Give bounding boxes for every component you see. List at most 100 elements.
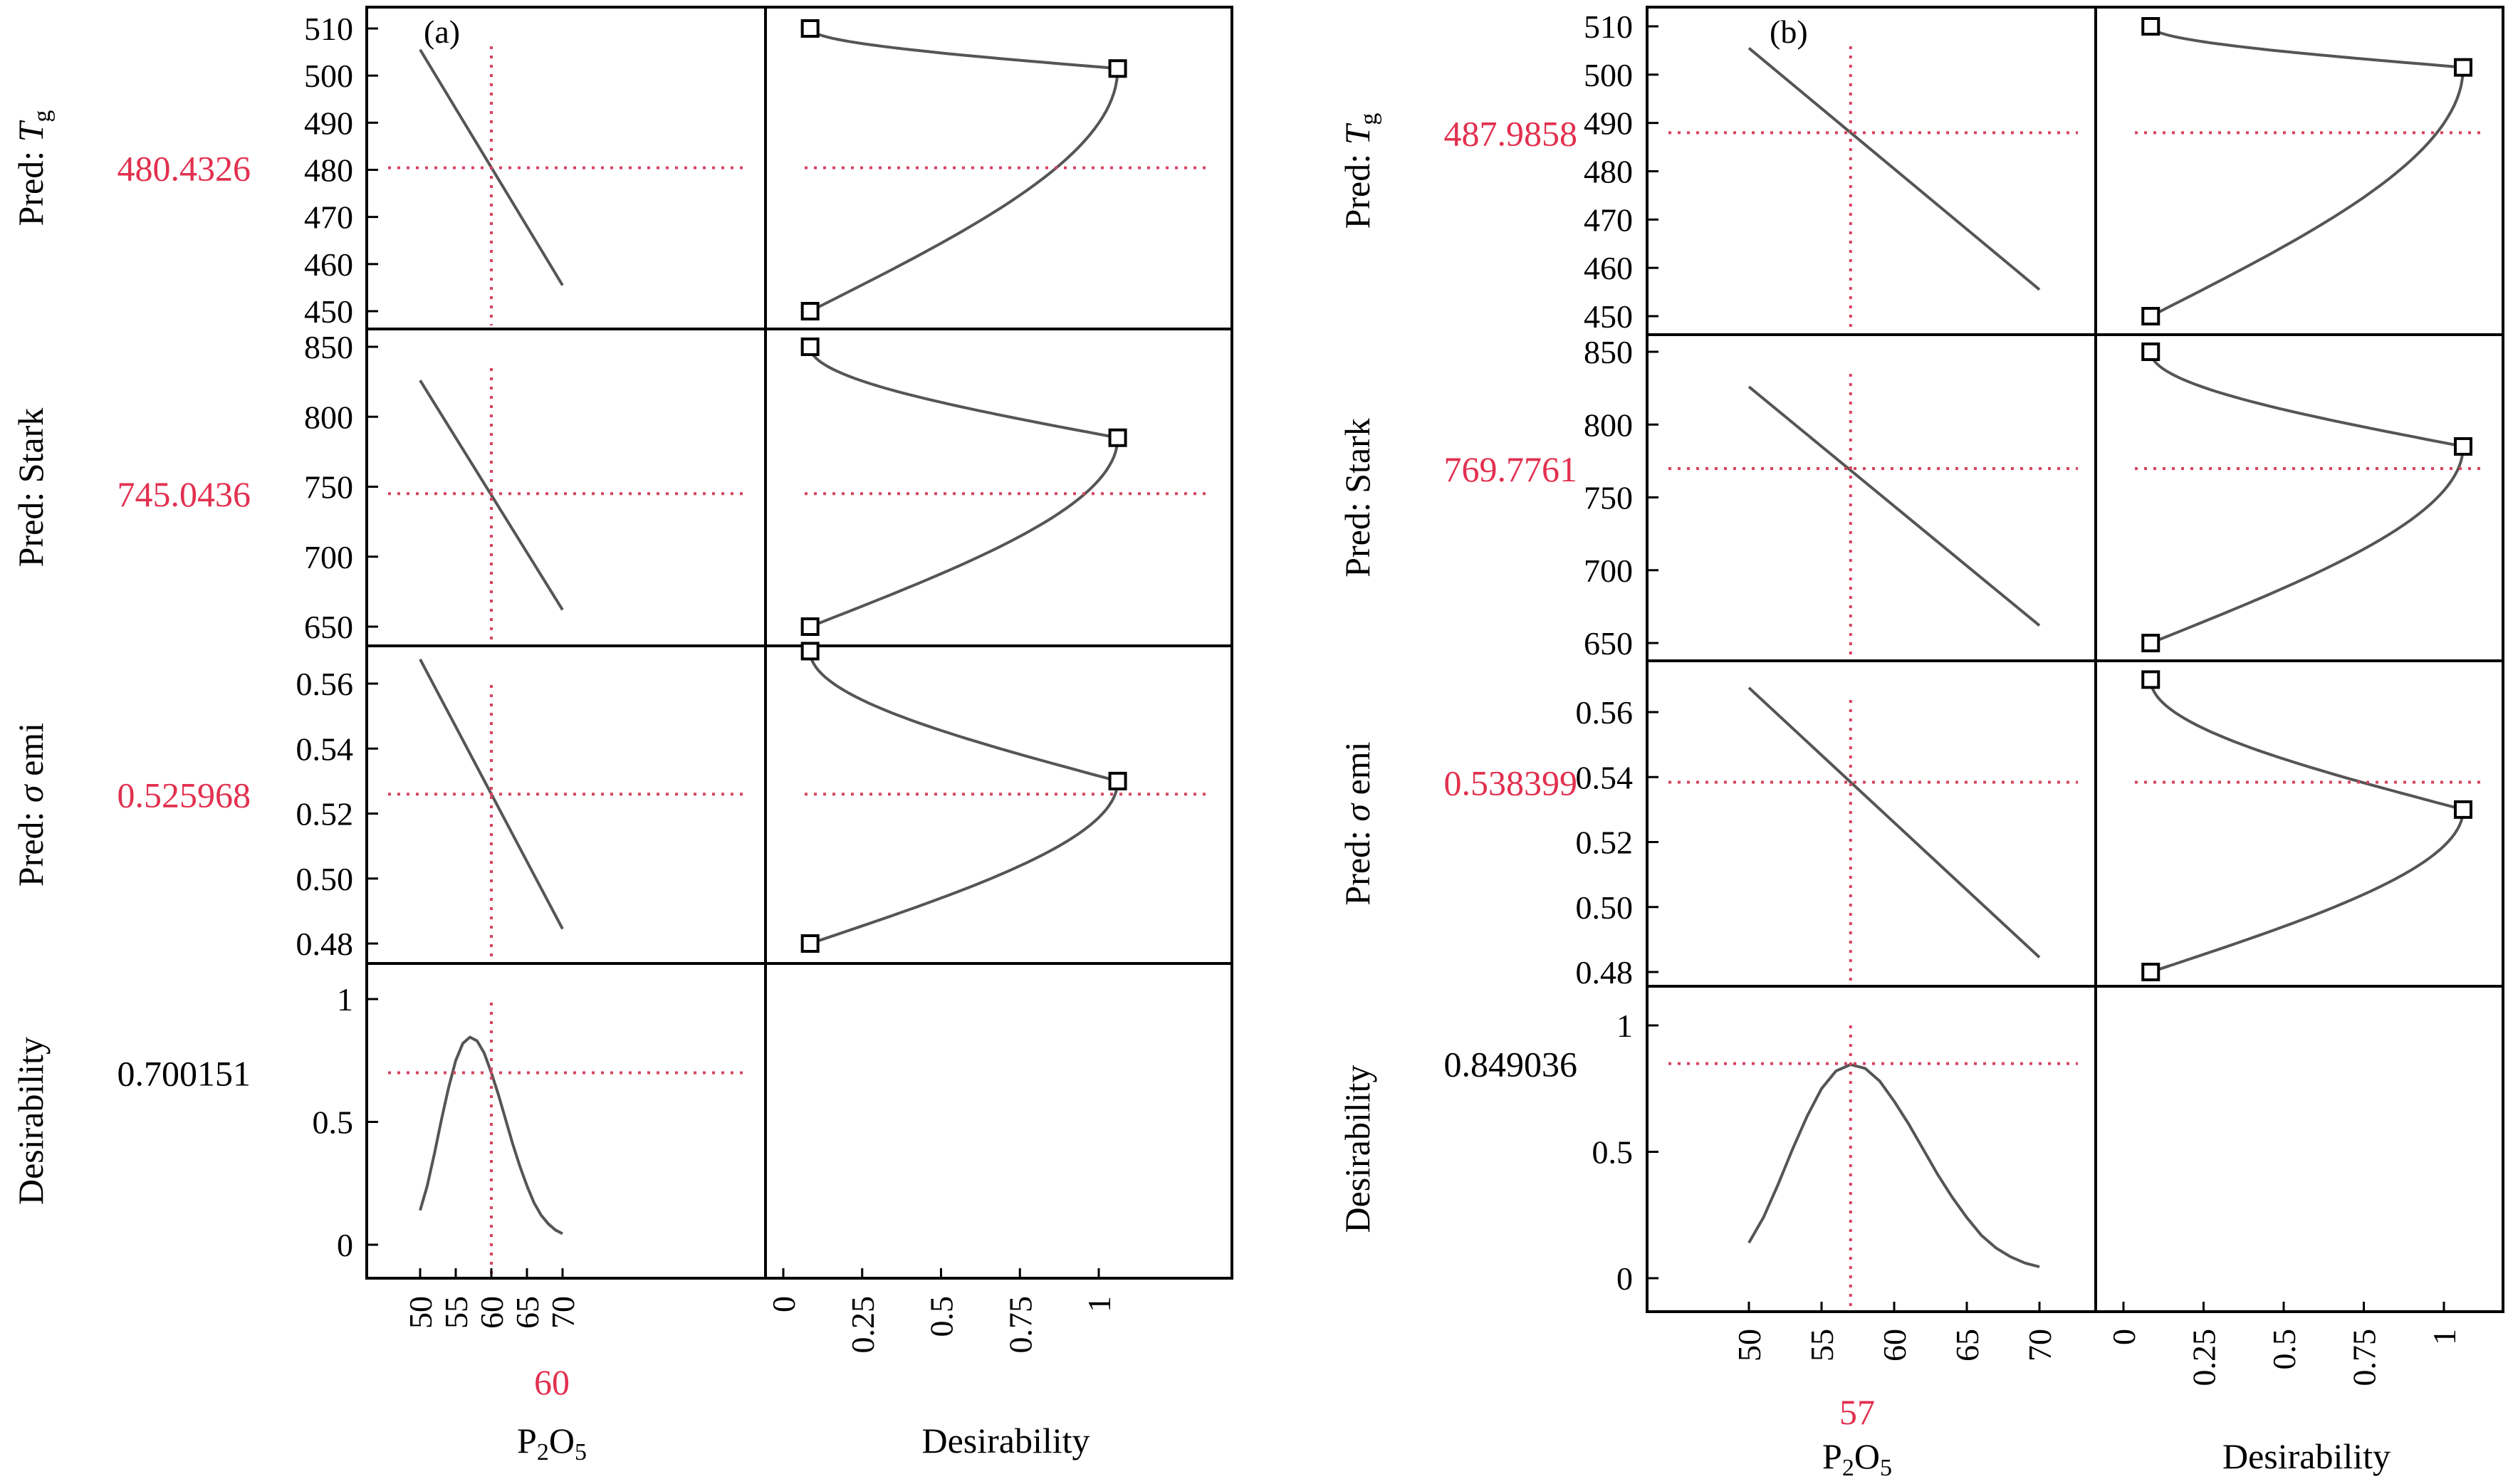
prediction-trace-line xyxy=(1747,385,2041,627)
x-tick-label: 60 xyxy=(1876,1329,1913,1362)
y-tick-label: 1 xyxy=(337,981,353,1018)
desirability-axis-label: Desirability xyxy=(921,1421,1090,1461)
y-tick-label: 750 xyxy=(1584,480,1633,516)
y-tick-label: 0.54 xyxy=(296,731,354,767)
y-tick-label: 470 xyxy=(1584,202,1633,238)
desirability-function-curve xyxy=(2149,679,2465,973)
predicted-value-label: 0.849036 xyxy=(1444,1045,1578,1085)
predicted-value-label: 487.9858 xyxy=(1444,113,1578,153)
y-tick-label: 1 xyxy=(1616,1008,1633,1044)
x-tick-label: 65 xyxy=(1949,1329,1985,1362)
y-tick-label: 0.56 xyxy=(296,666,354,702)
y-axis-label: Pred: Stark xyxy=(1337,418,1377,578)
desirability-tick-label: 0 xyxy=(2106,1329,2142,1345)
desirability-marker xyxy=(2141,963,2160,981)
desirability-function-curve xyxy=(808,651,1119,945)
desirability-marker xyxy=(800,19,820,38)
y-tick-label: 0 xyxy=(1616,1260,1633,1297)
y-tick-label: 0.52 xyxy=(296,796,354,832)
y-tick-label: 0.50 xyxy=(1576,889,1634,926)
factor-setting-value: 60 xyxy=(534,1362,570,1402)
desirability-marker xyxy=(2454,58,2472,77)
y-tick-label: 650 xyxy=(1584,625,1633,662)
desirability-marker xyxy=(2141,634,2160,652)
desirability-marker xyxy=(2141,307,2160,325)
y-tick-label: 500 xyxy=(1584,57,1633,93)
plot-frame xyxy=(365,6,1233,1280)
desirability-function-curve xyxy=(808,28,1119,313)
y-tick-label: 510 xyxy=(304,11,353,47)
x-tick-label: 65 xyxy=(509,1296,545,1329)
predicted-value-label: 0.538399 xyxy=(1444,763,1578,803)
y-tick-label: 450 xyxy=(1584,298,1633,335)
desirability-tick-label: 0 xyxy=(766,1296,802,1312)
desirability-marker xyxy=(1108,771,1127,790)
response-row-sigma: 0.48 0.50 0.52 0.54 0.56 Pred: σ emi 0.525968 xyxy=(11,642,1211,962)
x-tick-label: 55 xyxy=(438,1296,474,1329)
response-row-stark: 650 700 750 800 850 Pred: Stark 745.0436 xyxy=(11,329,1211,645)
panel-label: (b) xyxy=(1770,14,1808,50)
desirability-marker xyxy=(1108,59,1127,78)
y-tick-label: 650 xyxy=(304,609,353,645)
response-row-tg: 450 460 470 480 490 500 510 Pred: Tg 487.9858 xyxy=(1337,9,2482,335)
response-row-sigma: 0.48 0.50 0.52 0.54 0.56 Pred: σ emi 0.538399 xyxy=(1337,670,2482,991)
desirability-tick-label: 0.25 xyxy=(845,1296,881,1354)
desirability-tick-label: 1 xyxy=(1081,1296,1117,1312)
desirability-function-curve xyxy=(2149,26,2465,318)
desirability-marker xyxy=(2454,437,2472,456)
desirability-marker xyxy=(2454,800,2472,819)
y-axis-label: Pred: Tg xyxy=(1337,113,1382,229)
y-tick-label: 450 xyxy=(304,293,353,330)
response-row-desirability: 0 0.5 1 Desirability 0.700151 xyxy=(11,981,748,1275)
y-tick-label: 0.52 xyxy=(1576,825,1634,861)
y-tick-label: 0 xyxy=(337,1227,353,1263)
y-tick-label: 470 xyxy=(304,199,353,236)
desirability-marker xyxy=(800,338,820,356)
y-tick-label: 0.48 xyxy=(296,926,354,962)
desirability-marker xyxy=(800,617,820,636)
y-axis-label: Desirability xyxy=(11,1037,51,1205)
y-axis-label: Pred: Stark xyxy=(11,408,51,568)
factor-setting-value: 57 xyxy=(1839,1392,1875,1432)
x-tick-label: 55 xyxy=(1804,1329,1840,1362)
desirability-tick-label: 0.5 xyxy=(2266,1329,2302,1370)
y-tick-label: 800 xyxy=(1584,407,1633,443)
desirability-marker xyxy=(800,642,820,661)
y-tick-label: 0.5 xyxy=(313,1104,354,1141)
desirability-function-curve xyxy=(2149,351,2465,644)
response-row-stark: 650 700 750 800 850 Pred: Stark 769.7761 xyxy=(1337,334,2482,662)
predicted-value-label: 769.7761 xyxy=(1444,449,1578,489)
desirability-tick-label: 0.5 xyxy=(924,1296,960,1337)
y-tick-label: 850 xyxy=(304,329,353,365)
y-axis-label: Pred: Tg xyxy=(11,110,56,226)
y-tick-label: 480 xyxy=(304,152,353,189)
desirability-marker xyxy=(2141,17,2160,36)
y-tick-label: 0.48 xyxy=(1576,954,1634,991)
x-tick-label: 70 xyxy=(2022,1329,2058,1362)
predicted-value-label: 745.0436 xyxy=(117,474,251,514)
response-row-desirability: 0 0.5 1 Desirability 0.849036 xyxy=(1337,1008,2078,1308)
desirability-trace-curve xyxy=(419,1035,563,1235)
y-axis-label: Desirability xyxy=(1337,1065,1377,1233)
desirability-tick-label: 0.75 xyxy=(1002,1296,1038,1354)
y-axis-label: Pred: σ emi xyxy=(1337,741,1377,905)
x-tick-label: 60 xyxy=(474,1296,510,1329)
prediction-trace-line xyxy=(1747,686,2041,958)
panel-label: (a) xyxy=(424,14,460,50)
predicted-value-label: 0.700151 xyxy=(117,1053,251,1093)
desirability-function-curve xyxy=(808,346,1119,628)
y-tick-label: 0.50 xyxy=(296,861,354,897)
x-tick-label: 50 xyxy=(1731,1329,1767,1362)
desirability-marker xyxy=(2141,343,2160,361)
desirability-marker xyxy=(1108,428,1127,447)
y-tick-label: 0.5 xyxy=(1592,1134,1634,1171)
y-tick-label: 460 xyxy=(1584,250,1633,286)
y-tick-label: 0.54 xyxy=(1576,759,1634,795)
response-row-tg: 450 460 470 480 490 500 510 Pred: Tg 480.4326 xyxy=(11,11,1211,330)
y-tick-label: 500 xyxy=(304,58,353,94)
desirability-axis-label: Desirability xyxy=(2222,1436,2391,1476)
y-tick-label: 490 xyxy=(1584,105,1633,142)
y-tick-label: 460 xyxy=(304,246,353,283)
